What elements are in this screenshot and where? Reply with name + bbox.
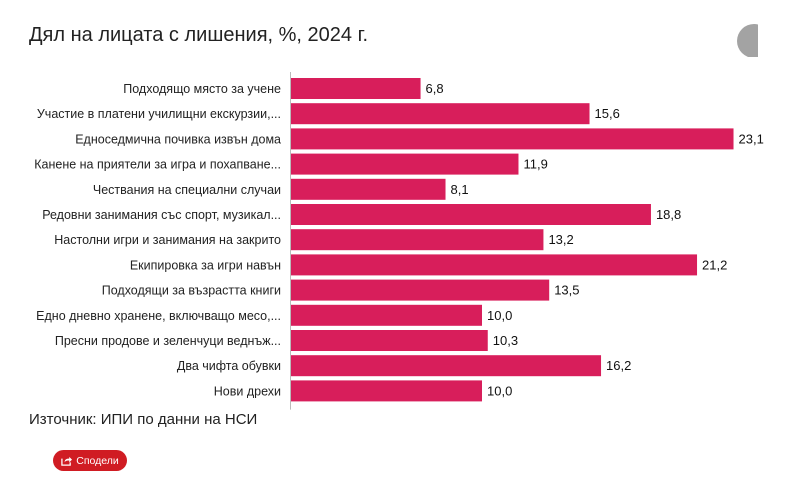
data-label: 13,2 — [548, 232, 573, 247]
category-label: Два чифта обувки — [177, 359, 281, 373]
menu-circle-icon[interactable] — [737, 24, 758, 57]
data-label: 21,2 — [702, 257, 727, 272]
bar — [290, 78, 421, 99]
bar — [290, 204, 651, 225]
data-label: 15,6 — [595, 106, 620, 121]
bar — [290, 380, 482, 402]
data-label: 11,9 — [523, 157, 547, 172]
bar — [290, 128, 734, 150]
category-label: Редовни занимания със спорт, музикал... — [42, 208, 281, 222]
category-label: Екипировка за игри навън — [130, 258, 281, 272]
category-label: Канене на приятели за игра и похапване..… — [34, 158, 281, 172]
category-label: Настолни игри и занимания на закрито — [54, 233, 281, 247]
bar — [290, 279, 550, 301]
data-label: 13,5 — [554, 283, 579, 298]
category-label: Пресни продове и зеленчуци веднъж... — [55, 334, 281, 348]
bar — [290, 229, 544, 251]
bar — [290, 330, 488, 351]
category-label: Подходящи за възрастта книги — [102, 284, 281, 298]
share-label: Сподели — [76, 454, 119, 467]
category-label: Участие в платени училищни екскурзии,... — [37, 107, 281, 121]
chart-title: Дял на лицата с лишения, %, 2024 г. — [29, 24, 369, 46]
data-label: 8,1 — [451, 182, 469, 197]
data-label: 10,0 — [487, 383, 512, 398]
bar — [290, 254, 698, 276]
bar — [290, 355, 602, 377]
bar — [290, 103, 590, 125]
data-label: 10,0 — [487, 308, 512, 323]
data-label: 16,2 — [606, 358, 631, 373]
data-label: 6,8 — [426, 81, 444, 96]
share-icon — [61, 456, 73, 466]
source-note: Източник: ИПИ по данни на НСИ — [29, 411, 258, 428]
data-label: 10,3 — [493, 333, 518, 348]
share-button[interactable]: Сподели — [53, 450, 127, 471]
data-label: 18,8 — [656, 207, 681, 222]
category-label: Чествания на специални случаи — [93, 183, 281, 197]
bar-chart: Подходящо място за учене 6,8 Участие в пла… — [34, 72, 764, 410]
category-label: Подходящо място за учене — [123, 82, 281, 96]
data-label: 23,1 — [739, 131, 764, 146]
bar — [290, 178, 446, 200]
category-label: Нови дрехи — [214, 384, 281, 398]
bar — [290, 153, 519, 175]
bar — [290, 304, 482, 326]
category-label: Едноседмична почивка извън дома — [75, 132, 281, 146]
category-label: Едно дневно хранене, включващо месо,... — [36, 309, 281, 323]
